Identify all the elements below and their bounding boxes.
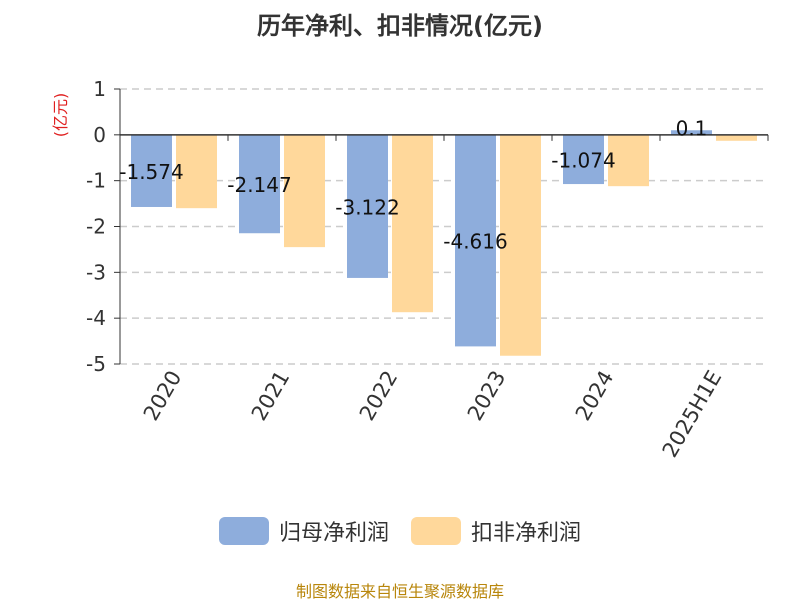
y-tick-label: 1	[93, 77, 106, 101]
bar-parent-net-profit	[563, 134, 604, 185]
bar-deducted-net-profit	[176, 134, 217, 209]
x-tick-label: 2025H1E	[658, 367, 727, 462]
bar-deducted-net-profit	[716, 134, 757, 141]
y-axis-label: (亿元)	[51, 93, 70, 138]
x-axis: 2020 2021 2022 2023 2024 2025H1E	[119, 134, 769, 462]
x-tick-label: 2020	[139, 367, 187, 425]
legend: 归母净利润 扣非净利润	[0, 515, 800, 547]
legend-label-deducted-net-profit: 扣非净利润	[471, 521, 582, 546]
bar-deducted-net-profit	[392, 134, 433, 313]
y-tick-label: -4	[86, 306, 106, 330]
data-label: -1.074	[551, 148, 615, 172]
y-tick-label: -5	[86, 352, 106, 376]
x-tick-label: 2023	[463, 367, 511, 425]
y-tick-label: -3	[86, 260, 106, 284]
grid-lines	[120, 88, 768, 365]
data-label: 0.1	[676, 116, 708, 140]
y-tick-label: 0	[93, 123, 106, 147]
bar-deducted-net-profit	[500, 134, 541, 356]
bar-parent-net-profit	[671, 130, 712, 135]
bar-parent-net-profit	[239, 134, 280, 234]
chart-title: 历年净利、扣非情况(亿元)	[257, 12, 543, 40]
y-tick-label: -1	[86, 169, 106, 193]
data-labels: -1.574 -2.147 -3.122 -4.616 -1.074 0.1	[119, 116, 707, 253]
y-tick-label: -2	[86, 215, 106, 239]
bar-parent-net-profit	[131, 134, 172, 207]
bars	[131, 130, 757, 356]
legend-label-parent-net-profit: 归母净利润	[278, 521, 389, 546]
data-label: -2.147	[227, 173, 291, 197]
x-tick-label: 2024	[571, 367, 619, 425]
bar-deducted-net-profit	[608, 134, 649, 187]
y-axis-ticks: 1 0 -1 -2 -3 -4 -5	[86, 77, 121, 376]
bar-parent-net-profit	[455, 134, 496, 347]
x-tick-label: 2021	[247, 367, 295, 425]
bar-deducted-net-profit	[284, 134, 325, 248]
data-label: -1.574	[119, 160, 183, 184]
legend-item-parent-net-profit[interactable]: 归母净利润	[218, 515, 389, 547]
data-source-note: 制图数据来自恒生聚源数据库	[295, 582, 504, 601]
legend-item-deducted-net-profit[interactable]: 扣非净利润	[411, 515, 581, 547]
x-tick-label: 2022	[355, 367, 403, 425]
legend-swatch-deducted-net-profit	[411, 517, 461, 545]
data-label: -4.616	[443, 230, 507, 254]
legend-swatch-parent-net-profit	[218, 517, 269, 545]
data-label: -3.122	[335, 195, 399, 219]
bar-parent-net-profit	[347, 134, 388, 278]
